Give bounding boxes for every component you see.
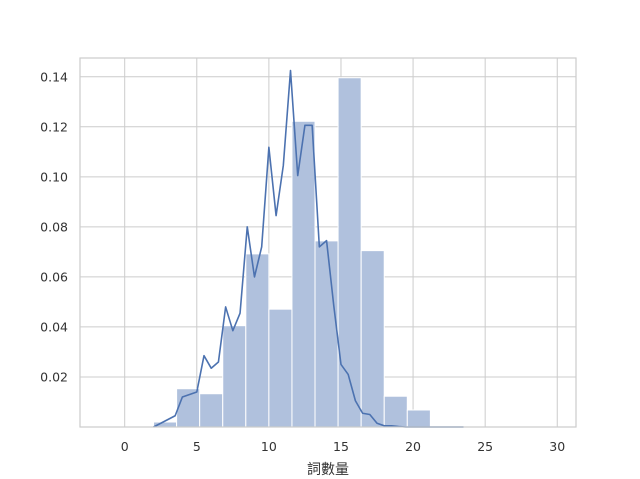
x-axis-label: 詞數量: [307, 462, 349, 478]
x-tick-label: 5: [193, 439, 201, 454]
y-tick-label: 0.14: [40, 69, 68, 84]
histogram-bar: [291, 120, 316, 428]
histogram-bar: [245, 253, 270, 428]
histogram-bar: [268, 308, 293, 428]
x-tick-label: 25: [477, 439, 493, 454]
x-tick-label: 10: [261, 439, 277, 454]
x-tick-label: 20: [405, 439, 421, 454]
y-tick-label: 0.08: [40, 219, 68, 234]
axes-frame: [79, 57, 577, 428]
y-tick-label: 0.10: [40, 169, 68, 184]
histogram-bar: [383, 395, 408, 428]
x-tick-label: 30: [549, 439, 565, 454]
y-tick-label: 0.02: [40, 369, 68, 384]
histogram-bar: [360, 250, 385, 428]
histogram-bar: [199, 393, 224, 428]
y-tick-labels: 0.02 0.04 0.06 0.08 0.10 0.12 0.14: [40, 69, 68, 384]
x-tick-label: 15: [333, 439, 349, 454]
y-tick-label: 0.06: [40, 269, 68, 284]
grid-lines: [80, 58, 576, 427]
histogram-bar: [222, 325, 247, 428]
y-tick-label: 0.04: [40, 319, 68, 334]
histogram-bar: [314, 240, 339, 428]
x-tick-label: 0: [121, 439, 129, 454]
x-tick-labels: 0 5 10 15 20 25 30: [121, 439, 566, 454]
histogram-bars: [153, 77, 431, 428]
y-tick-label: 0.12: [40, 119, 68, 134]
histogram-bar: [406, 409, 431, 428]
histogram-bar: [337, 77, 362, 428]
